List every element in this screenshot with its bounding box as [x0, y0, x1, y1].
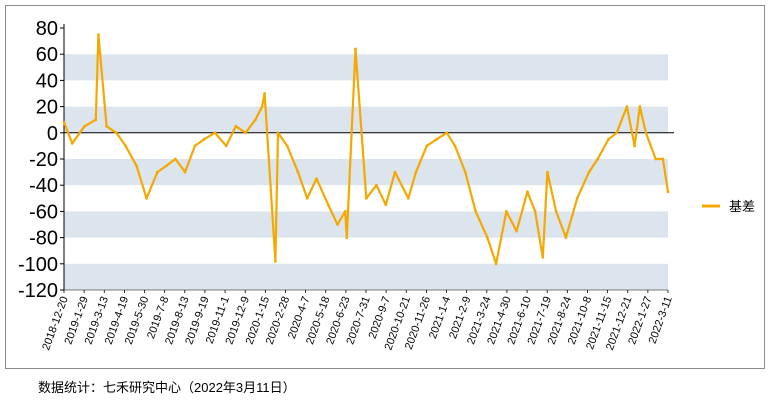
data-point	[83, 124, 86, 128]
data-point	[305, 196, 309, 200]
y-tick-label: 0	[47, 123, 58, 145]
data-point	[435, 137, 438, 141]
data-point	[263, 92, 266, 95]
data-point	[343, 210, 347, 213]
source-note: 数据统计：七禾研究中心（2022年3月11日）	[38, 380, 296, 395]
data-point	[533, 210, 537, 213]
y-tick-label: 60	[36, 44, 58, 66]
data-point	[633, 144, 636, 148]
y-tick-label: -120	[18, 280, 58, 302]
data-point	[354, 47, 357, 51]
data-point	[575, 196, 579, 200]
data-point	[165, 164, 169, 168]
data-point	[336, 223, 339, 226]
data-point	[326, 203, 330, 207]
data-point	[474, 210, 477, 213]
grid-band	[64, 263, 668, 290]
y-tick-label: -60	[29, 201, 58, 223]
data-point	[541, 255, 545, 259]
grid-bands	[64, 54, 668, 290]
data-point	[364, 196, 368, 200]
data-point	[494, 262, 498, 266]
data-point	[70, 141, 74, 145]
data-point	[486, 236, 489, 240]
data-point	[254, 118, 257, 122]
data-point	[135, 164, 138, 168]
data-point	[587, 170, 591, 174]
y-tick-label: 20	[36, 97, 58, 119]
data-point	[183, 170, 187, 174]
data-point	[463, 170, 467, 174]
data-point	[193, 144, 197, 148]
data-point	[202, 137, 206, 141]
data-point	[174, 157, 177, 161]
y-axis: 80 60 40 20 0 -20 -40 -60 -80 -100 -120	[18, 18, 65, 302]
data-point	[285, 144, 289, 148]
data-point	[505, 210, 508, 213]
y-tick-label: -20	[29, 149, 58, 171]
data-point	[406, 196, 410, 200]
data-point	[607, 137, 610, 141]
y-tick-label: -80	[29, 228, 58, 250]
legend: 基差	[702, 199, 755, 214]
data-point	[564, 236, 568, 240]
y-tick-label: -40	[29, 175, 58, 197]
data-point	[661, 157, 665, 161]
data-point	[414, 170, 418, 174]
data-point	[425, 144, 429, 148]
data-point	[213, 131, 217, 135]
data-point	[526, 190, 529, 194]
y-tick-label: -100	[18, 254, 58, 276]
grid-band	[64, 106, 668, 133]
plot-area	[62, 33, 670, 266]
data-point	[546, 170, 549, 174]
data-point	[97, 33, 100, 36]
data-point	[244, 131, 248, 135]
data-point	[554, 210, 558, 213]
data-point	[625, 105, 629, 108]
data-point	[515, 229, 518, 233]
grid-band	[64, 54, 668, 81]
data-point	[615, 131, 619, 135]
data-point	[260, 105, 264, 108]
data-point	[345, 236, 349, 240]
data-point	[94, 118, 98, 122]
data-point	[274, 259, 277, 263]
data-point	[453, 144, 457, 148]
data-point	[393, 170, 397, 174]
data-point	[596, 157, 600, 161]
data-point	[666, 190, 670, 194]
data-point	[375, 183, 378, 187]
data-point	[445, 131, 449, 135]
data-point	[156, 170, 159, 174]
data-point	[638, 105, 642, 108]
legend-label: 基差	[729, 199, 755, 214]
data-point	[224, 144, 228, 148]
y-tick-label: 40	[36, 70, 58, 92]
data-point	[644, 131, 648, 135]
data-point	[296, 170, 300, 174]
data-point	[384, 203, 388, 207]
data-point	[276, 131, 280, 135]
chart-frame: 80 60 40 20 0 -20 -40 -60 -80 -100 -120 2018-12-20…	[5, 5, 765, 369]
data-point	[234, 124, 238, 128]
series-line	[62, 33, 670, 265]
data-point	[315, 177, 318, 181]
data-point	[62, 120, 66, 124]
data-point	[124, 144, 127, 148]
data-point	[145, 196, 149, 200]
data-point	[105, 124, 108, 128]
y-tick-label: 80	[36, 18, 58, 40]
data-point	[114, 131, 118, 135]
grid-band	[64, 211, 668, 238]
data-point	[654, 157, 658, 161]
